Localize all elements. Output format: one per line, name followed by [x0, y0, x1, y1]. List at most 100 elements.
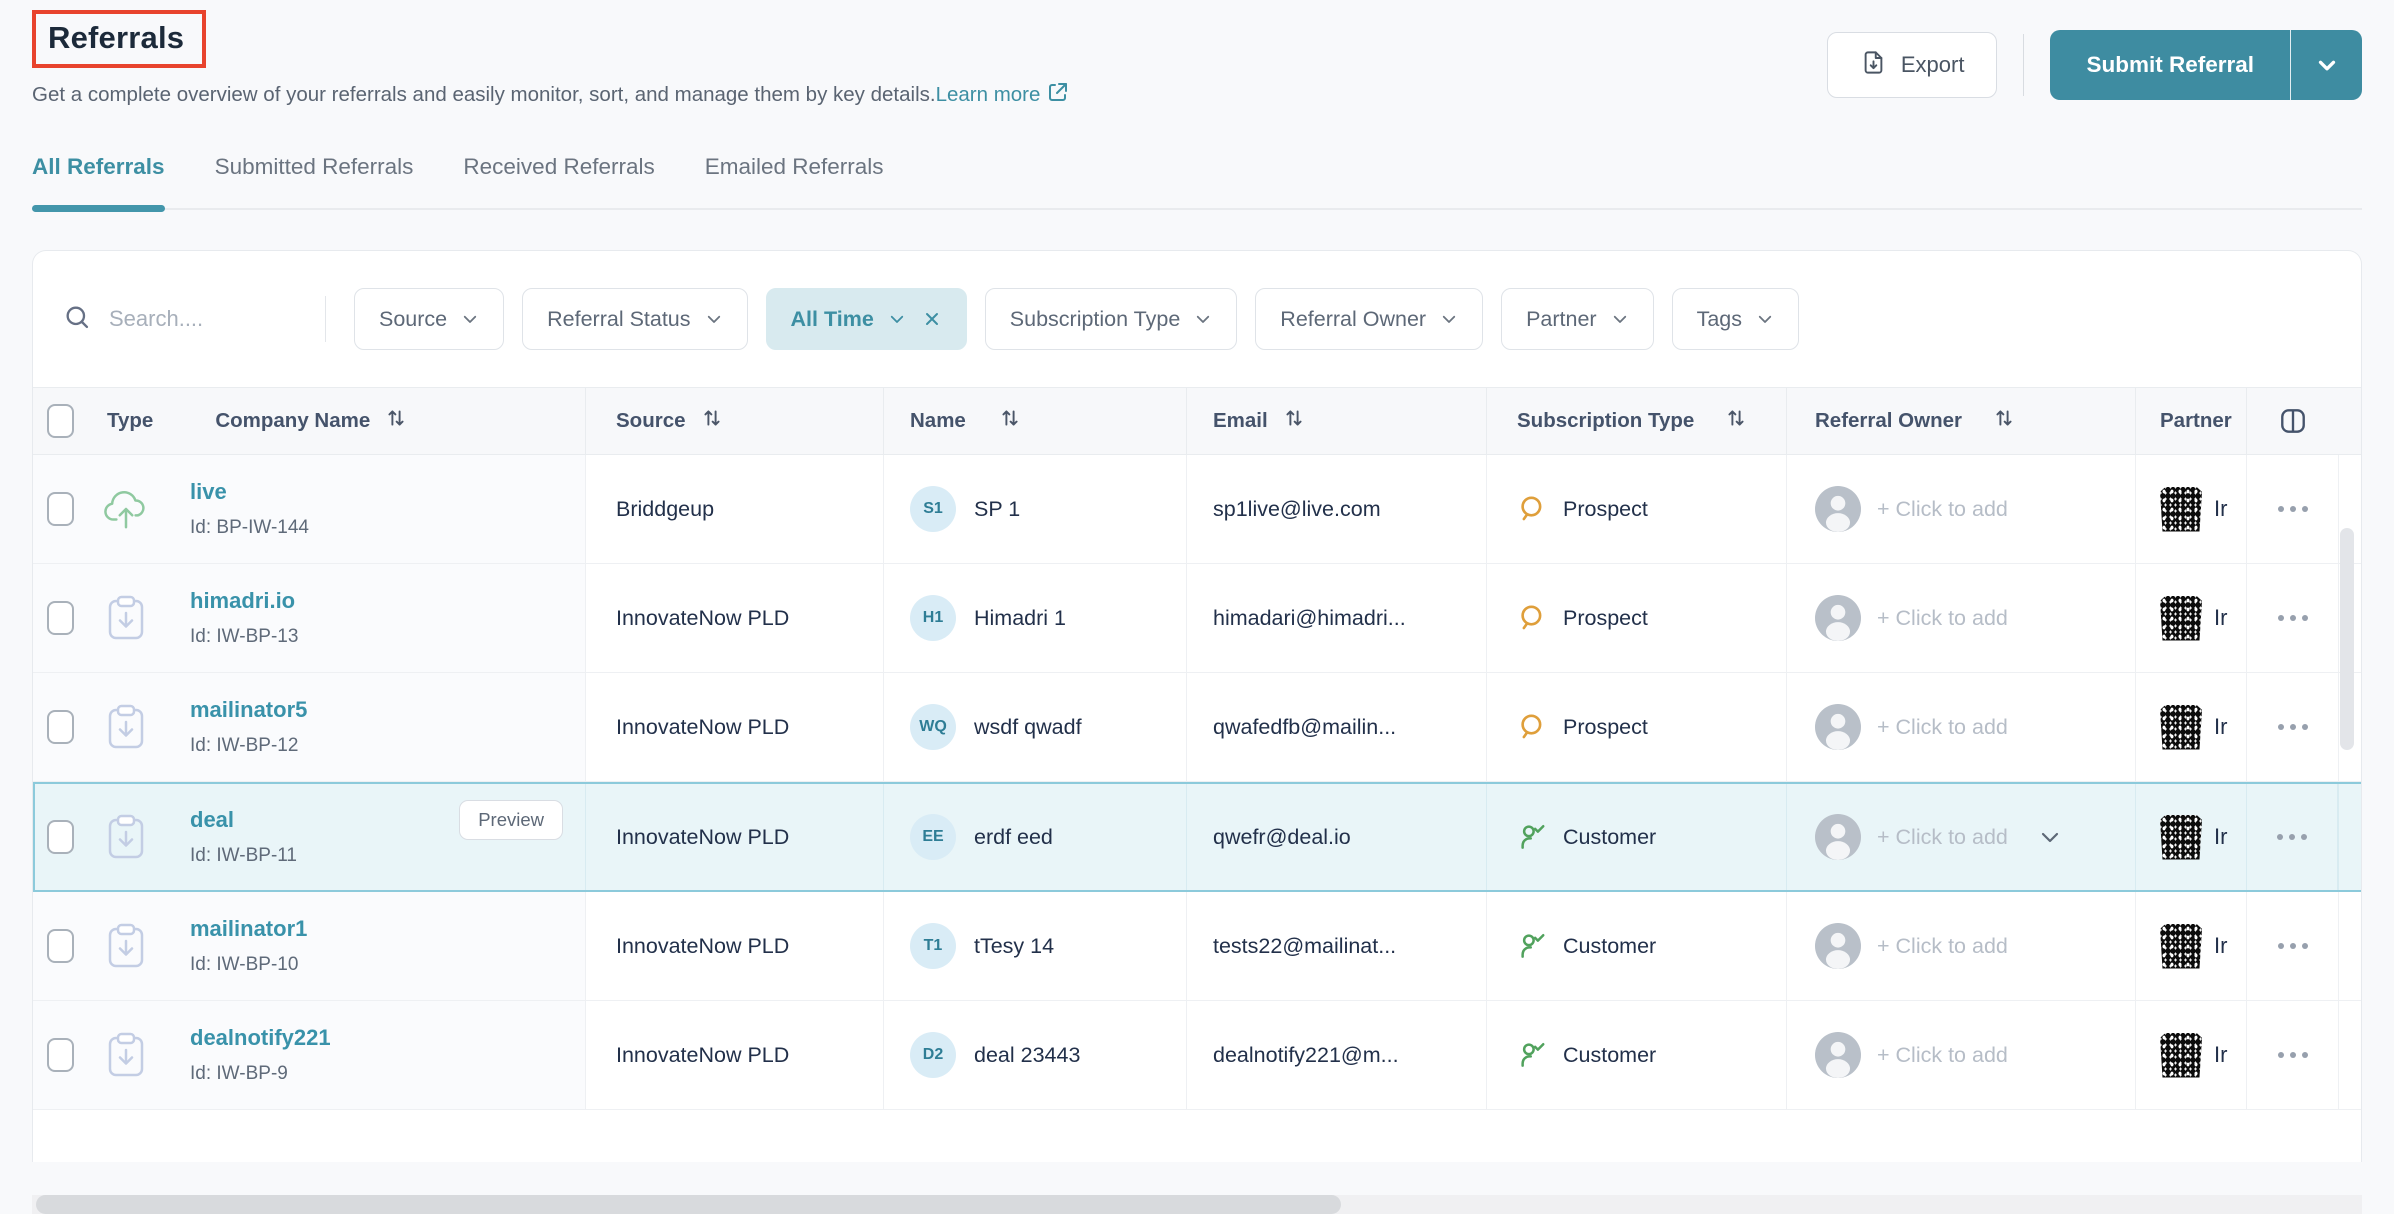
clear-time-filter-icon[interactable] — [922, 309, 942, 329]
referral-id: Id: IW-BP-9 — [190, 1063, 288, 1084]
horizontal-scrollbar-thumb[interactable] — [36, 1195, 1341, 1214]
referral-type-icon — [102, 487, 150, 531]
partner-name: Ir — [2214, 1042, 2228, 1067]
partner-cell: Ir — [2136, 564, 2247, 672]
chevron-down-icon — [2318, 60, 2335, 71]
sort-owner-icon[interactable] — [1992, 406, 2016, 436]
table-body: live Id: BP-IW-144 Briddgeup S1 SP 1 sp1… — [33, 455, 2361, 1110]
company-link[interactable]: deal — [190, 807, 235, 832]
filter-tags[interactable]: Tags — [1671, 288, 1799, 350]
person-placeholder-icon — [1815, 814, 1861, 860]
submit-referral-button[interactable]: Submit Referral — [2050, 30, 2290, 100]
referrals-table: Type Company Name Source Name — [33, 387, 2361, 1110]
email-cell: himadari@himadri... — [1187, 564, 1487, 672]
tab-emailed-referrals[interactable]: Emailed Referrals — [704, 154, 884, 179]
horizontal-scrollbar-track — [32, 1195, 2362, 1214]
ellipsis-icon — [2277, 506, 2308, 512]
row-checkbox[interactable] — [47, 710, 74, 744]
owner-add-link[interactable]: + Click to add — [1877, 933, 2008, 958]
subscription-cell: Customer — [1487, 1001, 1787, 1109]
row-actions-button[interactable] — [2247, 892, 2339, 1000]
row-checkbox[interactable] — [47, 492, 74, 526]
ellipsis-icon — [2277, 615, 2308, 621]
owner-add-link[interactable]: + Click to add — [1877, 824, 2008, 849]
row-actions-button[interactable] — [2247, 564, 2339, 672]
contact-avatar: EE — [910, 814, 956, 860]
company-cell: dealnotify221 Id: IW-BP-9 — [33, 1001, 586, 1109]
email-cell: qwefr@deal.io — [1187, 784, 1487, 890]
owner-add-link[interactable]: + Click to add — [1877, 605, 2008, 630]
row-checkbox[interactable] — [47, 820, 74, 854]
filter-time-label: All Time — [790, 306, 874, 331]
referral-id: Id: IW-BP-12 — [190, 735, 299, 756]
company-link[interactable]: live — [190, 479, 227, 504]
sort-subscription-icon[interactable] — [1724, 406, 1748, 436]
person-placeholder-icon — [1815, 923, 1861, 969]
header-actions: Export Submit Referral — [1826, 30, 2362, 100]
tab-submitted-referrals[interactable]: Submitted Referrals — [214, 154, 414, 179]
search-input[interactable] — [109, 306, 299, 332]
learn-more-link[interactable]: Learn more — [935, 83, 1041, 106]
customer-icon — [1521, 1043, 1545, 1067]
customer-icon — [1521, 934, 1545, 958]
clipboard-download-icon — [108, 923, 144, 968]
tab-received-referrals[interactable]: Received Referrals — [463, 154, 655, 179]
person-placeholder-icon — [1815, 1032, 1861, 1078]
referral-id: Id: BP-IW-144 — [190, 517, 309, 538]
actions-divider — [2023, 34, 2025, 96]
owner-add-link[interactable]: + Click to add — [1877, 714, 2008, 739]
header-company: Type Company Name — [33, 388, 586, 454]
filter-partner[interactable]: Partner — [1501, 288, 1654, 350]
submit-referral-dropdown-button[interactable] — [2290, 30, 2362, 100]
row-actions-button[interactable] — [2247, 455, 2339, 563]
name-cell: EE erdf eed — [884, 784, 1187, 890]
partner-name: Ir — [2214, 714, 2228, 739]
row-checkbox[interactable] — [47, 601, 74, 635]
owner-avatar-placeholder — [1815, 595, 1861, 641]
select-all-checkbox[interactable] — [47, 404, 74, 438]
owner-avatar-placeholder — [1815, 814, 1861, 860]
preview-button[interactable]: Preview — [459, 800, 563, 840]
filter-referral-status[interactable]: Referral Status — [522, 288, 748, 350]
filter-referral-owner[interactable]: Referral Owner — [1255, 288, 1484, 350]
row-checkbox[interactable] — [47, 1038, 74, 1072]
filter-source-label: Source — [379, 306, 448, 331]
vertical-scrollbar-thumb[interactable] — [2340, 528, 2354, 750]
sort-email-icon[interactable] — [1282, 406, 1306, 436]
external-link-icon — [1046, 80, 1070, 110]
export-button[interactable]: Export — [1826, 32, 1998, 98]
row-actions-button[interactable] — [2247, 673, 2339, 781]
company-link[interactable]: mailinator5 — [190, 697, 308, 722]
owner-cell: + Click to add — [1787, 784, 2136, 890]
company-link[interactable]: himadri.io — [190, 588, 296, 613]
header-left: Referrals Get a complete overview of you… — [32, 10, 1070, 110]
partner-name: Ir — [2214, 933, 2228, 958]
referral-id: Id: IW-BP-10 — [190, 954, 299, 975]
filter-subscription-type[interactable]: Subscription Type — [984, 288, 1238, 350]
sort-company-icon[interactable] — [384, 406, 408, 436]
clipboard-download-icon — [108, 1032, 144, 1077]
company-cell: mailinator5 Id: IW-BP-12 — [33, 673, 586, 781]
tab-all-referrals[interactable]: All Referrals — [32, 154, 165, 212]
column-settings-button[interactable] — [2247, 388, 2339, 454]
subscription-cell: Customer — [1487, 784, 1787, 890]
owner-cell: + Click to add — [1787, 892, 2136, 1000]
row-actions-button[interactable] — [2247, 784, 2339, 890]
chevron-down-icon — [1613, 315, 1626, 323]
filter-time-active[interactable]: All Time — [765, 288, 967, 350]
company-link[interactable]: dealnotify221 — [190, 1025, 331, 1050]
referrals-card: Source Referral Status All Time Subscrip… — [32, 250, 2362, 1162]
source-cell: InnovateNow PLD — [586, 564, 884, 672]
sort-source-icon[interactable] — [700, 406, 724, 436]
chevron-down-icon — [1758, 315, 1772, 323]
partner-cell: Ir — [2136, 892, 2247, 1000]
source-cell: InnovateNow PLD — [586, 673, 884, 781]
sort-name-icon[interactable] — [998, 406, 1022, 436]
company-block: live Id: BP-IW-144 — [190, 479, 309, 539]
filter-source[interactable]: Source — [354, 288, 505, 350]
owner-add-link[interactable]: + Click to add — [1877, 1042, 2008, 1067]
row-checkbox[interactable] — [47, 929, 74, 963]
row-actions-button[interactable] — [2247, 1001, 2339, 1109]
company-link[interactable]: mailinator1 — [190, 916, 308, 941]
owner-add-link[interactable]: + Click to add — [1877, 496, 2008, 521]
